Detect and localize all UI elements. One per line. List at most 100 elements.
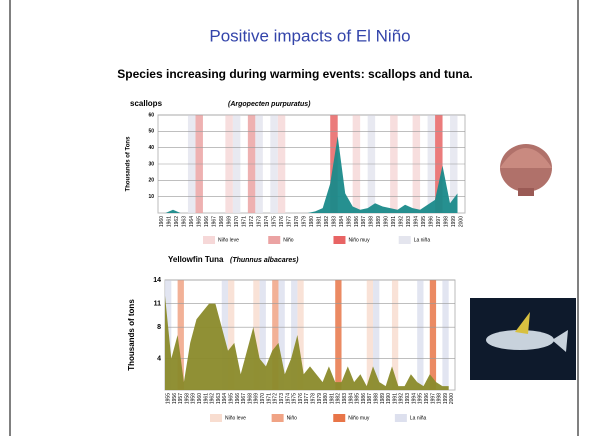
event-band xyxy=(335,280,342,390)
x-tick-label: 1957 xyxy=(178,393,184,404)
event-band xyxy=(429,280,437,390)
y-tick-label: 14 xyxy=(153,277,161,284)
legend-swatch xyxy=(271,414,284,422)
x-tick-label: 1962 xyxy=(174,216,180,227)
chart-subtitle: (Argopecten purpuratus) xyxy=(228,101,311,108)
y-tick-label: 11 xyxy=(154,300,162,307)
y-axis-label: Thousands of Tons xyxy=(126,136,132,192)
legend-swatch xyxy=(398,236,411,244)
x-tick-label: 1971 xyxy=(241,216,247,227)
x-tick-label: 1960 xyxy=(197,393,203,404)
y-tick-label: 8 xyxy=(157,324,161,331)
x-tick-label: 1966 xyxy=(235,393,241,404)
x-tick-label: 1998 xyxy=(444,216,450,227)
event-band xyxy=(221,280,229,390)
x-tick-label: 1994 xyxy=(411,393,417,404)
y-tick-label: 60 xyxy=(148,112,154,118)
x-tick-label: 1963 xyxy=(182,216,188,227)
x-tick-label: 1984 xyxy=(339,216,345,227)
x-tick-label: 1975 xyxy=(271,216,277,227)
x-tick-label: 1972 xyxy=(249,216,255,227)
x-tick-label: 1966 xyxy=(204,216,210,227)
x-tick-label: 1960 xyxy=(159,216,165,227)
x-tick-label: 1996 xyxy=(429,216,435,227)
x-tick-label: 1986 xyxy=(361,393,367,404)
legend-swatch xyxy=(203,236,215,244)
x-tick-label: 1991 xyxy=(391,216,397,227)
legend-label: Niño leve xyxy=(225,415,246,421)
x-tick-label: 1955 xyxy=(165,393,171,404)
x-tick-label: 1982 xyxy=(336,393,342,404)
chart-title: Yellowfin Tuna xyxy=(168,255,224,264)
legend-swatch xyxy=(394,414,407,422)
x-tick-label: 1961 xyxy=(167,216,173,227)
x-tick-label: 1977 xyxy=(286,216,292,227)
x-tick-label: 1981 xyxy=(316,216,322,227)
x-tick-label: 1985 xyxy=(355,393,361,404)
event-band xyxy=(391,280,399,390)
y-axis-label: Thousands of tons xyxy=(127,299,136,371)
x-tick-label: 1965 xyxy=(197,216,203,227)
event-band xyxy=(259,280,266,390)
legend-swatch xyxy=(333,236,346,244)
x-tick-label: 1976 xyxy=(298,393,304,404)
x-tick-label: 1971 xyxy=(266,393,272,404)
x-tick-label: 1988 xyxy=(374,393,380,404)
legend-swatch xyxy=(268,236,281,244)
x-tick-label: 1998 xyxy=(437,393,443,404)
slide-title: Positive impacts of El Niño xyxy=(209,26,410,45)
x-tick-label: 1989 xyxy=(376,216,382,227)
x-tick-label: 1992 xyxy=(399,393,405,404)
legend-label: La niña xyxy=(410,415,427,421)
tuna-image xyxy=(470,298,576,380)
x-tick-label: 1975 xyxy=(292,393,298,404)
x-tick-label: 1996 xyxy=(424,393,430,404)
legend-label: Niño muy xyxy=(348,415,370,421)
x-tick-label: 1980 xyxy=(323,393,329,404)
x-tick-label: 1974 xyxy=(264,216,270,227)
x-tick-label: 1982 xyxy=(324,216,330,227)
event-band xyxy=(278,280,285,390)
x-tick-label: 1964 xyxy=(189,216,195,227)
x-tick-label: 1981 xyxy=(329,393,335,404)
chart-subtitle: (Thunnus albacares) xyxy=(230,257,299,264)
legend-label: Niño leve xyxy=(218,237,239,243)
x-tick-label: 1984 xyxy=(348,393,354,404)
x-tick-label: 1997 xyxy=(430,393,436,404)
x-tick-label: 1964 xyxy=(222,393,228,404)
x-tick-label: 1969 xyxy=(254,393,260,404)
x-tick-label: 2000 xyxy=(449,393,455,404)
x-tick-label: 1968 xyxy=(247,393,253,404)
x-tick-label: 1970 xyxy=(260,393,266,404)
event-band xyxy=(366,280,374,390)
x-tick-label: 1962 xyxy=(210,393,216,404)
y-tick-label: 10 xyxy=(148,194,154,200)
legend-label: Niño muy xyxy=(348,237,370,243)
x-tick-label: 1997 xyxy=(436,216,442,227)
event-band xyxy=(291,280,298,390)
x-tick-label: 2000 xyxy=(459,216,465,227)
x-tick-label: 1958 xyxy=(184,393,190,404)
x-tick-label: 1973 xyxy=(256,216,262,227)
x-tick-label: 1976 xyxy=(279,216,285,227)
x-tick-label: 1987 xyxy=(367,393,373,404)
x-tick-label: 1991 xyxy=(392,393,398,404)
x-tick-label: 1983 xyxy=(331,216,337,227)
x-tick-label: 1990 xyxy=(386,393,392,404)
x-tick-label: 1978 xyxy=(294,216,300,227)
y-tick-label: 30 xyxy=(148,161,154,167)
x-tick-label: 1992 xyxy=(399,216,405,227)
y-tick-label: 4 xyxy=(157,355,161,362)
legend-label: La niña xyxy=(414,237,431,243)
x-tick-label: 1970 xyxy=(234,216,240,227)
x-tick-label: 1967 xyxy=(241,393,247,404)
x-tick-label: 1983 xyxy=(342,393,348,404)
scallop-image xyxy=(500,144,552,196)
legend-label: Niño xyxy=(283,237,294,243)
x-tick-label: 1959 xyxy=(191,393,197,404)
x-tick-label: 1995 xyxy=(421,216,427,227)
x-tick-label: 1988 xyxy=(369,216,375,227)
legend-swatch xyxy=(333,414,346,422)
x-tick-label: 1977 xyxy=(304,393,310,404)
